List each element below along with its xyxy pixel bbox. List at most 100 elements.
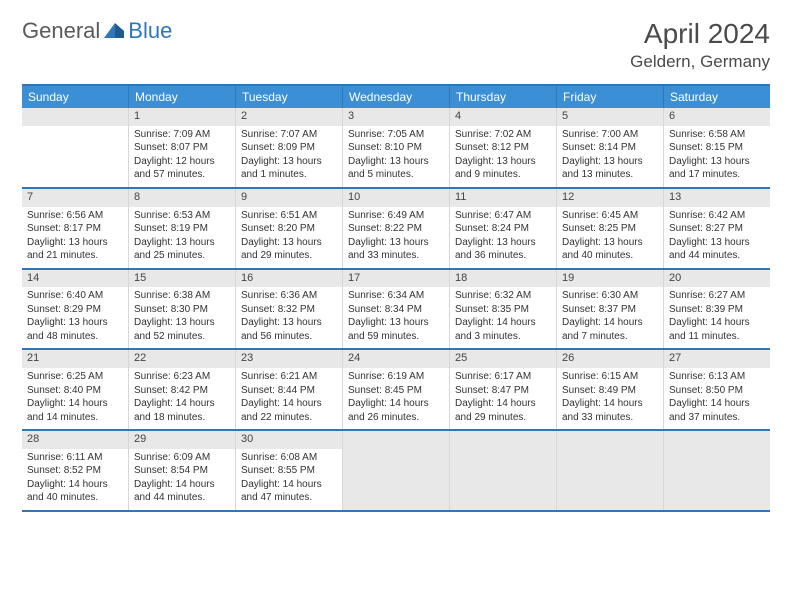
day-header-row: Sunday Monday Tuesday Wednesday Thursday… <box>22 86 770 108</box>
daylight1-text: Daylight: 12 hours <box>134 156 230 169</box>
daylight1-text: Daylight: 14 hours <box>455 398 551 411</box>
sunset-text: Sunset: 8:37 PM <box>562 304 658 317</box>
sunrise-text: Sunrise: 6:17 AM <box>455 371 551 384</box>
day-number: 7 <box>22 189 128 207</box>
day-cell: 21Sunrise: 6:25 AMSunset: 8:40 PMDayligh… <box>22 350 129 429</box>
day-cell: 25Sunrise: 6:17 AMSunset: 8:47 PMDayligh… <box>450 350 557 429</box>
daylight2-text: and 44 minutes. <box>669 250 765 263</box>
logo-text-general: General <box>22 18 100 44</box>
day-cell: 12Sunrise: 6:45 AMSunset: 8:25 PMDayligh… <box>557 189 664 268</box>
day-header-sunday: Sunday <box>22 86 129 108</box>
day-number: 29 <box>129 431 235 449</box>
day-header-tuesday: Tuesday <box>236 86 343 108</box>
sunrise-text: Sunrise: 6:34 AM <box>348 290 444 303</box>
sunrise-text: Sunrise: 6:38 AM <box>134 290 230 303</box>
sunset-text: Sunset: 8:14 PM <box>562 142 658 155</box>
daylight2-text: and 17 minutes. <box>669 169 765 182</box>
daylight2-text: and 14 minutes. <box>27 412 123 425</box>
day-header-monday: Monday <box>129 86 236 108</box>
week-row: 14Sunrise: 6:40 AMSunset: 8:29 PMDayligh… <box>22 270 770 351</box>
sunrise-text: Sunrise: 7:05 AM <box>348 129 444 142</box>
daylight2-text: and 29 minutes. <box>455 412 551 425</box>
daylight1-text: Daylight: 13 hours <box>241 317 337 330</box>
day-number: 1 <box>129 108 235 126</box>
day-number: 6 <box>664 108 770 126</box>
sunset-text: Sunset: 8:47 PM <box>455 385 551 398</box>
daylight1-text: Daylight: 13 hours <box>669 156 765 169</box>
day-cell: 3Sunrise: 7:05 AMSunset: 8:10 PMDaylight… <box>343 108 450 187</box>
day-cell: 7Sunrise: 6:56 AMSunset: 8:17 PMDaylight… <box>22 189 129 268</box>
daylight2-text: and 52 minutes. <box>134 331 230 344</box>
sunset-text: Sunset: 8:32 PM <box>241 304 337 317</box>
day-cell: 19Sunrise: 6:30 AMSunset: 8:37 PMDayligh… <box>557 270 664 349</box>
day-cell: 27Sunrise: 6:13 AMSunset: 8:50 PMDayligh… <box>664 350 770 429</box>
day-header-friday: Friday <box>557 86 664 108</box>
sunset-text: Sunset: 8:49 PM <box>562 385 658 398</box>
sunset-text: Sunset: 8:25 PM <box>562 223 658 236</box>
day-number: 17 <box>343 270 449 288</box>
day-number-bar <box>22 108 128 126</box>
daylight2-text: and 44 minutes. <box>134 492 230 505</box>
day-number: 12 <box>557 189 663 207</box>
sunset-text: Sunset: 8:27 PM <box>669 223 765 236</box>
sunset-text: Sunset: 8:10 PM <box>348 142 444 155</box>
day-number: 26 <box>557 350 663 368</box>
day-cell: 2Sunrise: 7:07 AMSunset: 8:09 PMDaylight… <box>236 108 343 187</box>
sunrise-text: Sunrise: 6:42 AM <box>669 210 765 223</box>
day-number: 11 <box>450 189 556 207</box>
day-cell <box>664 431 770 510</box>
sunset-text: Sunset: 8:40 PM <box>27 385 123 398</box>
daylight1-text: Daylight: 14 hours <box>241 398 337 411</box>
daylight1-text: Daylight: 14 hours <box>562 317 658 330</box>
daylight2-text: and 47 minutes. <box>241 492 337 505</box>
sunset-text: Sunset: 8:45 PM <box>348 385 444 398</box>
daylight2-text: and 37 minutes. <box>669 412 765 425</box>
day-cell: 16Sunrise: 6:36 AMSunset: 8:32 PMDayligh… <box>236 270 343 349</box>
daylight1-text: Daylight: 13 hours <box>669 237 765 250</box>
daylight2-text: and 57 minutes. <box>134 169 230 182</box>
day-header-thursday: Thursday <box>450 86 557 108</box>
day-number: 10 <box>343 189 449 207</box>
daylight1-text: Daylight: 13 hours <box>241 156 337 169</box>
daylight1-text: Daylight: 13 hours <box>134 237 230 250</box>
daylight1-text: Daylight: 13 hours <box>348 237 444 250</box>
week-row: 21Sunrise: 6:25 AMSunset: 8:40 PMDayligh… <box>22 350 770 431</box>
day-cell: 30Sunrise: 6:08 AMSunset: 8:55 PMDayligh… <box>236 431 343 510</box>
daylight2-text: and 25 minutes. <box>134 250 230 263</box>
daylight2-text: and 7 minutes. <box>562 331 658 344</box>
daylight2-text: and 5 minutes. <box>348 169 444 182</box>
month-title: April 2024 <box>630 18 770 50</box>
daylight2-text: and 48 minutes. <box>27 331 123 344</box>
daylight2-text: and 11 minutes. <box>669 331 765 344</box>
daylight1-text: Daylight: 14 hours <box>348 398 444 411</box>
day-cell: 9Sunrise: 6:51 AMSunset: 8:20 PMDaylight… <box>236 189 343 268</box>
sunset-text: Sunset: 8:22 PM <box>348 223 444 236</box>
day-number: 2 <box>236 108 342 126</box>
daylight1-text: Daylight: 13 hours <box>27 237 123 250</box>
daylight2-text: and 33 minutes. <box>562 412 658 425</box>
day-cell <box>557 431 664 510</box>
day-number: 28 <box>22 431 128 449</box>
sunset-text: Sunset: 8:24 PM <box>455 223 551 236</box>
sunrise-text: Sunrise: 6:30 AM <box>562 290 658 303</box>
daylight1-text: Daylight: 13 hours <box>348 156 444 169</box>
sunrise-text: Sunrise: 6:47 AM <box>455 210 551 223</box>
daylight2-text: and 13 minutes. <box>562 169 658 182</box>
sunrise-text: Sunrise: 6:49 AM <box>348 210 444 223</box>
daylight1-text: Daylight: 14 hours <box>669 317 765 330</box>
daylight1-text: Daylight: 14 hours <box>27 398 123 411</box>
sunset-text: Sunset: 8:09 PM <box>241 142 337 155</box>
day-number: 27 <box>664 350 770 368</box>
week-row: 7Sunrise: 6:56 AMSunset: 8:17 PMDaylight… <box>22 189 770 270</box>
daylight1-text: Daylight: 13 hours <box>134 317 230 330</box>
daylight1-text: Daylight: 14 hours <box>669 398 765 411</box>
sunrise-text: Sunrise: 6:11 AM <box>27 452 123 465</box>
daylight2-text: and 18 minutes. <box>134 412 230 425</box>
day-number: 9 <box>236 189 342 207</box>
sunset-text: Sunset: 8:35 PM <box>455 304 551 317</box>
day-number: 22 <box>129 350 235 368</box>
day-cell: 26Sunrise: 6:15 AMSunset: 8:49 PMDayligh… <box>557 350 664 429</box>
sunset-text: Sunset: 8:34 PM <box>348 304 444 317</box>
daylight1-text: Daylight: 14 hours <box>241 479 337 492</box>
day-cell: 10 Sunrise: 6:49 AMSunset: 8:22 PMDayligh… <box>343 189 450 268</box>
